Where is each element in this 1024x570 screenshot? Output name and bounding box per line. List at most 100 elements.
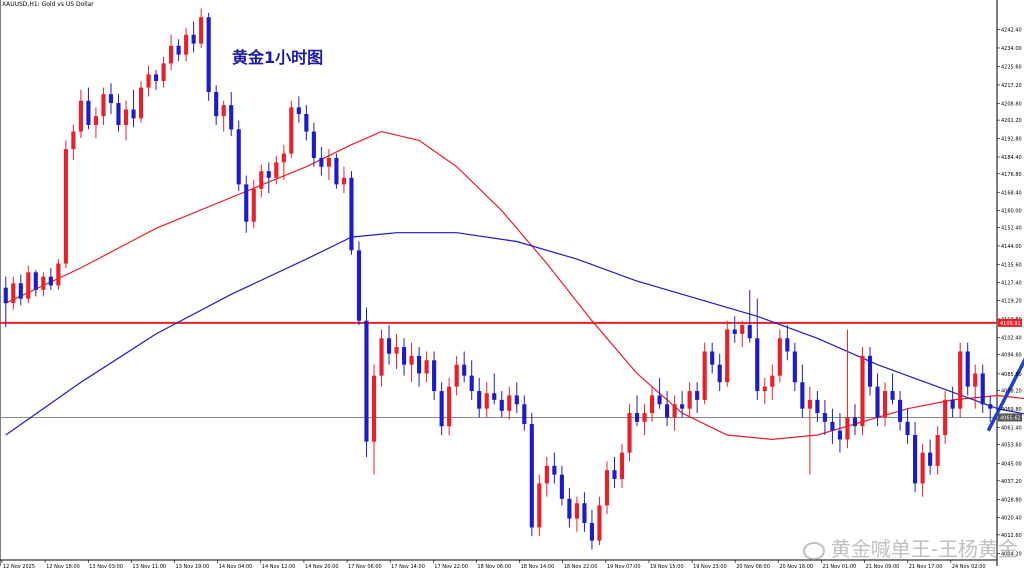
candle-body [988,404,993,409]
candle-body [356,250,362,321]
candle-body [462,364,467,376]
candle-body [935,435,940,466]
candle-body [649,395,655,414]
candle-body [882,391,888,418]
chart-annotation-title: 黄金1小时图 [232,48,324,67]
candle-body [221,105,226,117]
candle-body [634,413,640,422]
candle-body [326,157,331,167]
candle-body [852,417,858,427]
candle-body [131,109,136,119]
candle-body [574,503,579,519]
candle-body [364,320,369,442]
candle-body [281,153,286,163]
y-tick-label: 4184.40 [1001,155,1022,161]
candle-body [71,131,76,150]
candle-body [319,157,324,167]
candle-body [199,17,204,44]
symbol-label: XAUUSD,H1: Gold vs US Dollar [2,1,94,8]
candle-body [860,355,865,427]
candle-body [93,116,99,125]
candle-body [311,131,316,158]
candle-body [56,263,61,286]
y-tick-label: 4168.40 [1001,190,1022,196]
x-tick-label: 19 Nov 07:00 [607,564,641,570]
candle-body [138,87,144,119]
projection-arrow [986,357,1024,432]
candle-body [394,347,399,354]
candle-body [123,109,129,125]
candle-body [244,184,249,222]
candle-body [266,171,271,178]
candle-body [409,355,414,365]
candle-body [619,452,625,480]
watermark: 黄金喊单王-王杨黄金 [802,533,1018,562]
x-tick-label: 17 Nov 22:00 [434,564,468,570]
y-tick-label: 4135.60 [1001,262,1022,268]
y-tick-label: 4217.20 [1001,83,1022,89]
candle-body [807,399,812,409]
candle-body [928,452,933,466]
candle-body [507,395,512,411]
x-tick-label: 14 Nov 20:00 [305,564,339,570]
candle-body [785,338,790,352]
candle-body [958,351,963,409]
candle-body [589,523,595,541]
x-tick-label: 14 Nov 12:00 [262,564,296,570]
y-tick-label: 4234.00 [1001,46,1022,52]
y-tick-label: 4208.80 [1001,101,1022,107]
candle-body [657,395,662,405]
current-price-tag-label: 4065.62 [1000,415,1021,421]
watermark-text: 黄金喊单王-王杨黄金 [830,537,1018,561]
candle-body [41,276,46,290]
candle-body [875,386,880,418]
candle-body [665,404,670,418]
y-tick-label: 4225.60 [1001,64,1022,70]
y-tick-label: 4201.20 [1001,118,1022,124]
candle-body [830,421,835,431]
y-tick-label: 4152.40 [1001,225,1022,231]
candle-body [48,276,53,286]
candle-body [943,399,948,436]
y-tick-label: 4127.40 [1001,280,1022,286]
y-tick-label: 4078.20 [1001,389,1022,395]
candle-body [469,375,474,392]
candle-body [514,395,519,405]
candle-body [800,382,805,409]
weibo-icon [802,541,825,560]
candle-body [604,470,610,506]
y-tick-label: 4160.00 [1001,209,1022,215]
candle-body [567,498,572,519]
candle-body [26,272,31,299]
candle-body [837,430,843,440]
candle-body [161,63,166,81]
y-tick-label: 4020.40 [1001,516,1022,522]
candle-body [386,338,392,354]
candle-body [63,149,68,264]
x-tick-label: 14 Nov 04:00 [219,564,253,570]
candle-body [214,91,219,117]
y-tick-label: 4004.20 [1001,551,1022,557]
candle-body [206,17,211,92]
candle-body [980,373,985,405]
candle-body [274,162,279,178]
candle-body [777,338,782,376]
candle-body [725,329,730,383]
x-tick-label: 12 Nov 2025 [3,564,35,570]
candle-body [552,465,557,475]
candle-body [867,355,873,387]
candle-body [424,360,429,374]
candle-body [597,505,602,541]
x-tick-label: 18 Nov 22:00 [564,564,598,570]
y-tick-label: 4144.00 [1001,244,1022,250]
candle-body [349,177,354,251]
y-tick-label: 4242.40 [1001,28,1022,34]
candle-body [108,94,114,103]
candle-body [439,391,444,427]
y-tick-label: 4028.80 [1001,497,1022,503]
x-tick-label: 24 Nov 02:00 [952,564,986,570]
candle-body [897,399,903,422]
y-tick-label: 4192.80 [1001,137,1022,143]
candle-body [18,283,23,299]
candle-body [544,465,549,484]
